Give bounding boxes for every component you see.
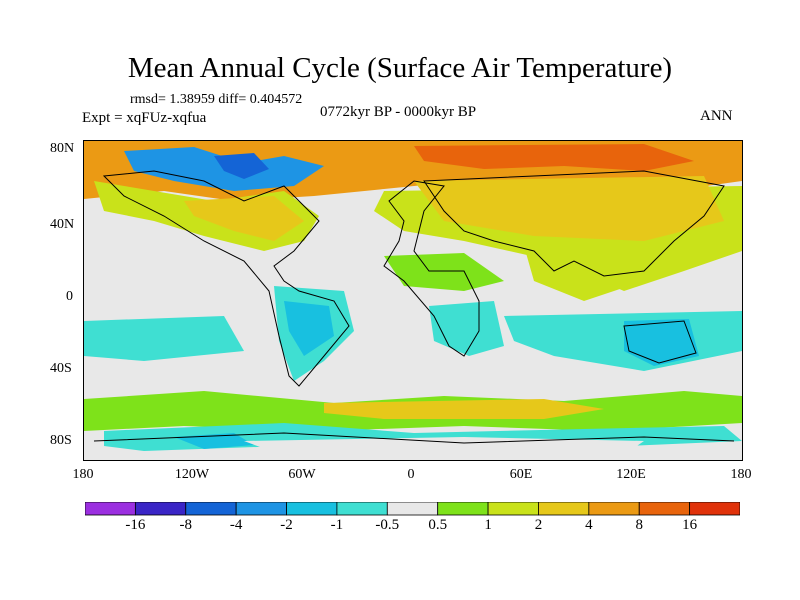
colorbar-swatch — [437, 502, 489, 516]
colorbar-swatch — [134, 502, 187, 516]
anomaly-region-india-yellow — [524, 241, 644, 301]
colorbar-swatch — [487, 502, 539, 516]
season-label: ANN — [700, 108, 733, 124]
anomaly-region-southern-africa-cyan — [429, 301, 504, 356]
lat-tick-label: 0 — [66, 289, 73, 304]
temperature-anomaly-map — [83, 140, 743, 461]
colorbar-tick-label: 16 — [682, 517, 698, 533]
colorbar-tick-label: 0.5 — [428, 517, 448, 533]
colorbar-swatch — [386, 502, 439, 516]
lat-tick-label: 40N — [50, 217, 75, 232]
anomaly-region-eurasia-orange — [414, 176, 724, 241]
anomaly-region-africa-green — [384, 253, 504, 291]
lon-tick-label: 180 — [72, 467, 94, 482]
time-period-label: 0772kyr BP - 0000kyr BP — [320, 104, 477, 120]
colorbar-swatch — [638, 502, 691, 516]
colorbar-swatch — [538, 502, 590, 516]
anomaly-region-north-america-orange — [184, 196, 304, 241]
colorbar-swatch — [185, 502, 237, 516]
colorbar-tick-label: -4 — [229, 517, 243, 533]
colorbar-tick-label: 4 — [585, 517, 593, 533]
lon-tick-label: 180 — [730, 467, 752, 482]
lat-tick-label: 80N — [50, 141, 75, 156]
colorbar-swatch — [588, 502, 640, 516]
chart-title: Mean Annual Cycle (Surface Air Temperatu… — [127, 52, 673, 84]
colorbar-tick-label: -2 — [280, 517, 293, 533]
colorbar-tick-label: -0.5 — [375, 517, 400, 533]
lon-tick-label: 60W — [288, 467, 316, 482]
colorbar-tick-label: -8 — [179, 517, 193, 533]
colorbar-tick-label: -16 — [125, 517, 146, 533]
rmsd-diff-stats: rmsd= 1.38959 diff= 0.404572 — [130, 92, 303, 107]
anomaly-region-greenland-dark — [214, 153, 269, 179]
lon-tick-label: 120W — [174, 467, 210, 482]
colorbar-swatch — [85, 502, 136, 516]
colorbar-tick-label: 8 — [635, 517, 643, 533]
lon-tick-label: 0 — [407, 467, 415, 482]
lat-tick-label: 80S — [50, 433, 72, 448]
anomaly-region-antarctic-interior — [244, 437, 644, 457]
colorbar-swatch — [235, 502, 287, 516]
anomaly-region-southern-ocean-yellow — [324, 399, 604, 419]
experiment-label: Expt = xqFUz-xqfua — [82, 110, 207, 126]
colorbar-tick-label: 2 — [534, 517, 543, 533]
coastlines — [93, 170, 735, 444]
colorbar — [85, 502, 740, 516]
anomaly-region-south-pacific-cyan — [84, 316, 244, 361]
lat-tick-label: 40S — [50, 361, 72, 376]
lon-tick-label: 120E — [616, 467, 646, 482]
colorbar-tick-label: 1 — [484, 517, 492, 533]
colorbar-swatch — [336, 502, 388, 516]
anomaly-region-siberia-red — [414, 144, 694, 171]
lon-tick-label: 60E — [509, 467, 533, 482]
anomaly-region-south-america-blue — [284, 301, 334, 356]
anomaly-region-australia-blue — [624, 319, 699, 366]
colorbar-swatch — [689, 502, 740, 516]
colorbar-swatch — [286, 502, 338, 516]
colorbar-tick-label: -1 — [330, 517, 344, 533]
